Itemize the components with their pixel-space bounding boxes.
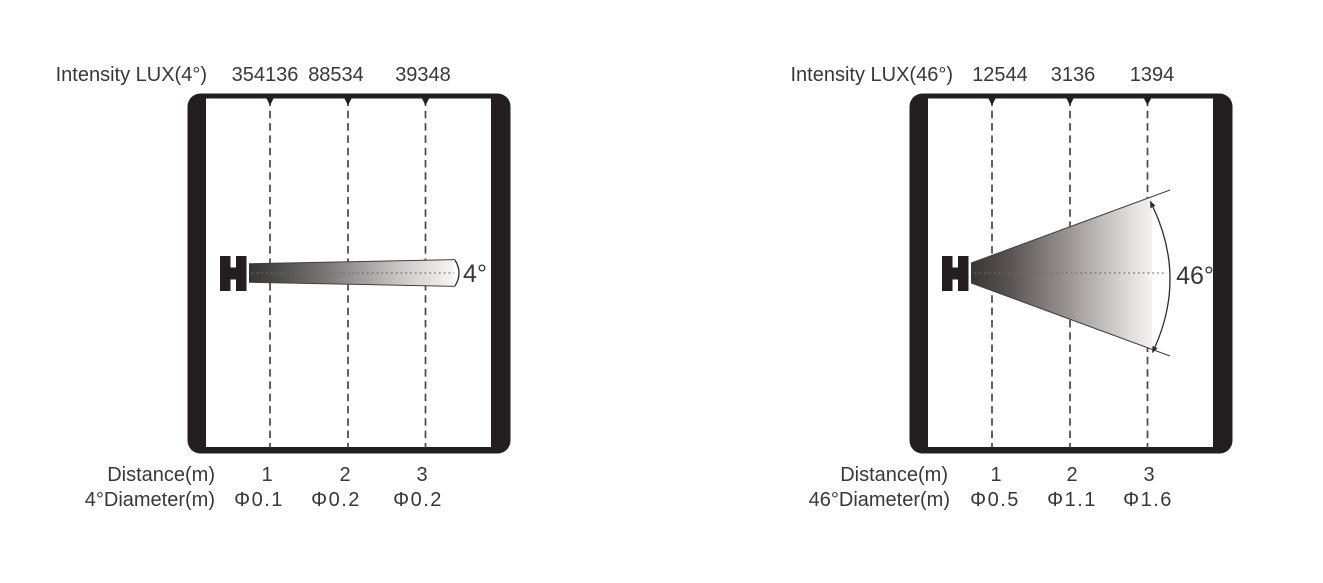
angle-arc-arrowheads	[1150, 200, 1158, 354]
angle-label: 4°	[463, 260, 487, 288]
distance-value: 1	[990, 464, 1002, 486]
distance-value: 2	[339, 464, 351, 486]
diameter-label: 46°Diameter(m)	[808, 489, 950, 511]
beam-diagram-svg-4deg: 4°	[187, 93, 511, 454]
diameter-value: Φ1.1	[1047, 489, 1097, 511]
distance-value: 2	[1066, 464, 1078, 486]
beam-edge-lines	[237, 259, 456, 287]
light-fixture-icon	[939, 253, 971, 294]
angle-label: 46°	[1176, 262, 1214, 290]
intensity-title: Intensity LUX(4°)	[55, 64, 207, 86]
distance-label: Distance(m)	[107, 464, 215, 486]
distance-row-46deg: Distance(m) 1 2 3	[840, 462, 1234, 488]
diameter-value: Φ0.1	[234, 489, 284, 511]
intensity-value: 1394	[1129, 64, 1175, 86]
distance-value: 3	[1143, 464, 1155, 486]
intensity-value: 12544	[972, 64, 1028, 86]
intensity-title: Intensity LUX(46°)	[790, 64, 953, 86]
intensity-header-row-4deg: Intensity LUX(4°) 354136 88534 39348	[56, 62, 512, 88]
angle-arc	[1152, 206, 1171, 348]
beam-cone	[238, 260, 453, 286]
distance-line-top-ticks	[266, 98, 429, 106]
distance-value: 3	[416, 464, 428, 486]
beam-diagram-svg-46deg: 46°	[909, 93, 1233, 454]
distance-value: 1	[261, 464, 273, 486]
diameter-value: Φ0.2	[393, 489, 443, 511]
beam-diagram-46deg: Intensity LUX(46°) 12544 3136 1394	[790, 64, 1234, 511]
beam-diagram-4deg: Intensity LUX(4°) 354136 88534 39348	[56, 64, 512, 511]
intensity-header-row-46deg: Intensity LUX(46°) 12544 3136 1394	[790, 62, 1234, 88]
diameter-label: 4°Diameter(m)	[84, 489, 215, 511]
diameter-value: Φ0.5	[970, 489, 1020, 511]
intensity-value: 354136	[231, 64, 299, 86]
angle-arc	[454, 259, 460, 287]
diameter-row-4deg: 4°Diameter(m) Φ0.1 Φ0.2 Φ0.2	[85, 487, 512, 513]
distance-row-4deg: Distance(m) 1 2 3	[107, 462, 512, 488]
light-fixture-icon	[217, 253, 249, 294]
diameter-value: Φ1.6	[1123, 489, 1173, 511]
intensity-value: 39348	[395, 64, 451, 86]
intensity-value: 88534	[308, 64, 364, 86]
intensity-value: 3136	[1050, 64, 1096, 86]
distance-line-top-ticks	[988, 98, 1151, 106]
beam-edge-lines	[943, 189, 1171, 357]
diameter-value: Φ0.2	[311, 489, 361, 511]
distance-label: Distance(m)	[840, 464, 948, 486]
diameter-row-46deg: 46°Diameter(m) Φ0.5 Φ1.1 Φ1.6	[809, 487, 1234, 513]
